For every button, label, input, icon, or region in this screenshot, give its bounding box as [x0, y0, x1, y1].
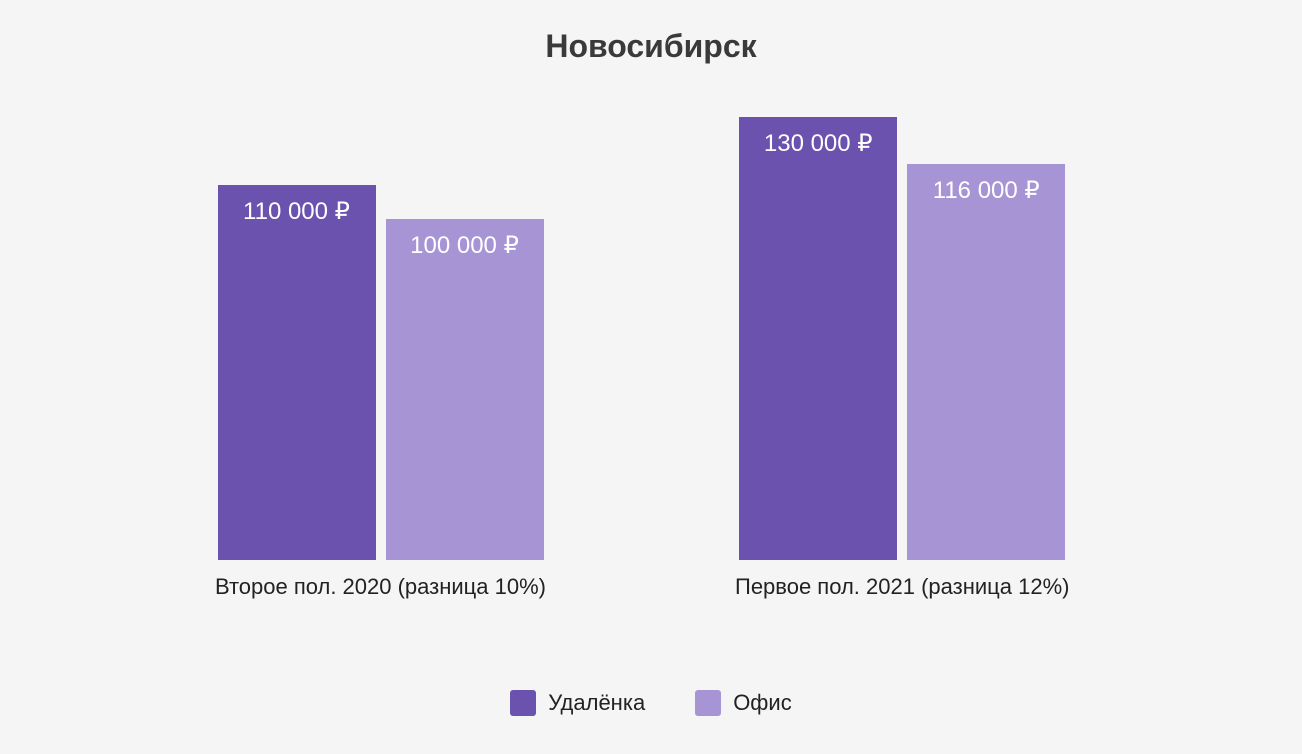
- bar-group-1-bars: 130 000 ₽ 116 000 ₽: [739, 115, 1065, 560]
- legend-item-office: Офис: [695, 690, 792, 716]
- bar-group-0: 110 000 ₽ 100 000 ₽ Второе пол. 2020 (ра…: [215, 115, 546, 600]
- legend-swatch-remote: [510, 690, 536, 716]
- bar-remote-0: 110 000 ₽: [218, 185, 376, 560]
- chart-title: Новосибирск: [0, 0, 1302, 65]
- bar-remote-1: 130 000 ₽: [739, 117, 897, 560]
- chart-plot-area: 110 000 ₽ 100 000 ₽ Второе пол. 2020 (ра…: [0, 115, 1302, 600]
- legend-label-office: Офис: [733, 690, 792, 716]
- legend-item-remote: Удалёнка: [510, 690, 645, 716]
- bar-remote-1-label: 130 000 ₽: [764, 129, 873, 158]
- legend-label-remote: Удалёнка: [548, 690, 645, 716]
- bar-office-1-label: 116 000 ₽: [933, 176, 1040, 205]
- bar-office-0: 100 000 ₽: [386, 219, 544, 560]
- bar-office-0-label: 100 000 ₽: [410, 231, 519, 260]
- group-label-0: Второе пол. 2020 (разница 10%): [215, 574, 546, 600]
- bar-group-0-bars: 110 000 ₽ 100 000 ₽: [218, 115, 544, 560]
- legend-swatch-office: [695, 690, 721, 716]
- bar-office-1: 116 000 ₽: [907, 164, 1065, 560]
- bar-group-1: 130 000 ₽ 116 000 ₽ Первое пол. 2021 (ра…: [735, 115, 1069, 600]
- group-label-1: Первое пол. 2021 (разница 12%): [735, 574, 1069, 600]
- chart-legend: Удалёнка Офис: [0, 690, 1302, 716]
- bar-remote-0-label: 110 000 ₽: [243, 197, 350, 226]
